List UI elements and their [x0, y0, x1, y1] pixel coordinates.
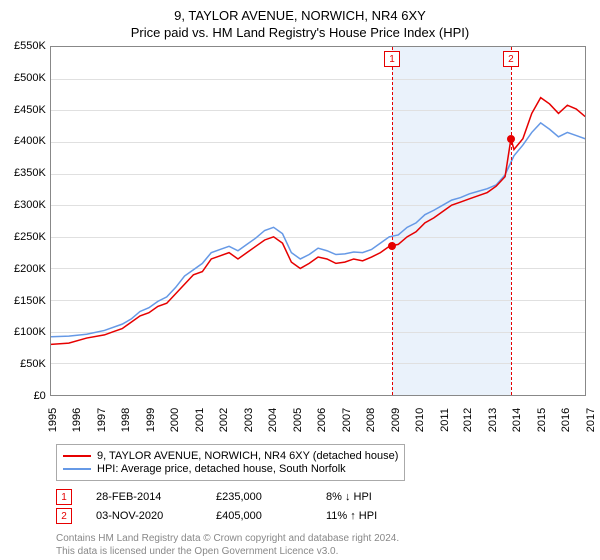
- attribution: Contains HM Land Registry data © Crown c…: [56, 532, 586, 558]
- x-tick-label: 2017: [586, 408, 600, 432]
- event-price: £235,000: [216, 491, 326, 503]
- events-table: 1 28-FEB-2014£235,0008% ↓ HPI 2 03-NOV-2020…: [56, 489, 586, 524]
- legend-row: HPI: Average price, detached house, Sout…: [63, 463, 398, 475]
- chart-title: 9, TAYLOR AVENUE, NORWICH, NR4 6XY: [14, 8, 586, 23]
- event-row: 1 28-FEB-2014£235,0008% ↓ HPI: [56, 489, 586, 505]
- chart-area: £550K£500K£450K£400K£350K£300K£250K£200K…: [14, 46, 586, 396]
- series-line: [51, 123, 585, 337]
- attribution-line-2: This data is licensed under the Open Gov…: [56, 545, 586, 558]
- event-date: 03-NOV-2020: [96, 510, 216, 522]
- chart-container: 9, TAYLOR AVENUE, NORWICH, NR4 6XY Price…: [0, 0, 600, 560]
- plot-area: 12: [50, 46, 586, 396]
- y-axis: £550K£500K£450K£400K£350K£300K£250K£200K…: [14, 46, 50, 396]
- event-change: 11% ↑ HPI: [326, 510, 377, 522]
- x-axis: 1995199619971998199920002001200220032004…: [56, 400, 586, 440]
- legend: 9, TAYLOR AVENUE, NORWICH, NR4 6XY (deta…: [56, 444, 405, 481]
- event-row: 2 03-NOV-2020£405,00011% ↑ HPI: [56, 508, 586, 524]
- event-marker-icon: 1: [56, 489, 72, 505]
- legend-label: HPI: Average price, detached house, Sout…: [97, 463, 346, 475]
- legend-row: 9, TAYLOR AVENUE, NORWICH, NR4 6XY (deta…: [63, 450, 398, 462]
- event-date: 28-FEB-2014: [96, 491, 216, 503]
- series-line: [51, 98, 585, 345]
- attribution-line-1: Contains HM Land Registry data © Crown c…: [56, 532, 586, 545]
- event-marker-box: 2: [503, 51, 519, 67]
- legend-swatch: [63, 468, 91, 470]
- event-line: [392, 47, 393, 395]
- event-line: [511, 47, 512, 395]
- chart-svg: [51, 47, 585, 395]
- event-dot: [507, 135, 515, 143]
- event-price: £405,000: [216, 510, 326, 522]
- event-marker-box: 1: [384, 51, 400, 67]
- chart-subtitle: Price paid vs. HM Land Registry's House …: [14, 25, 586, 40]
- legend-label: 9, TAYLOR AVENUE, NORWICH, NR4 6XY (deta…: [97, 450, 398, 462]
- legend-swatch: [63, 455, 91, 457]
- event-change: 8% ↓ HPI: [326, 491, 372, 503]
- event-marker-icon: 2: [56, 508, 72, 524]
- event-dot: [388, 242, 396, 250]
